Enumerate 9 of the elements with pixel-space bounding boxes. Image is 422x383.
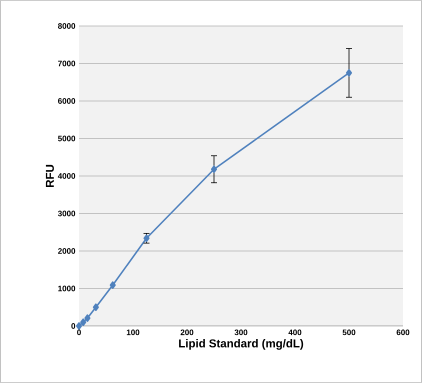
point	[346, 69, 352, 77]
point	[80, 318, 86, 326]
point	[84, 314, 90, 322]
point	[110, 281, 116, 289]
x-axis-title: Lipid Standard (mg/dL)	[179, 339, 304, 350]
point	[92, 303, 99, 312]
point	[76, 322, 82, 330]
y-axis-title: RFU	[46, 164, 54, 188]
point	[210, 165, 218, 174]
